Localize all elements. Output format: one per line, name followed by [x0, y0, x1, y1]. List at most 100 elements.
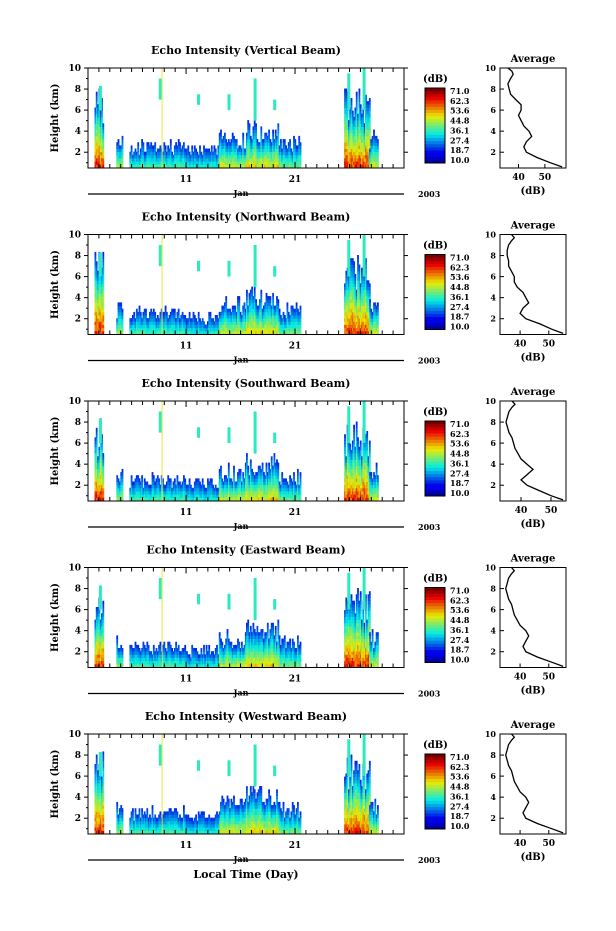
echo-cell — [237, 305, 239, 310]
echo-cell — [118, 305, 121, 310]
echo-cell — [97, 327, 99, 332]
echo-cell — [268, 142, 270, 146]
echo-cell — [133, 315, 136, 319]
echo-cell — [354, 148, 357, 153]
echo-cell — [256, 139, 259, 143]
echo-cell — [204, 148, 207, 153]
echo-cell — [277, 468, 280, 473]
echo-cell — [241, 151, 243, 156]
colorbar-band — [425, 317, 445, 321]
echo-cell — [368, 110, 371, 115]
colorbar-band — [425, 113, 445, 117]
echo-cell — [286, 161, 289, 165]
echo-cell — [273, 154, 276, 159]
colorbar-band — [425, 103, 445, 108]
echo-cell — [133, 321, 136, 325]
echo-cell — [99, 135, 102, 140]
echo-cell — [117, 315, 120, 319]
echo-cell — [226, 154, 229, 159]
echo-cell — [264, 324, 267, 329]
echo-cell — [368, 139, 371, 143]
echo-cell — [102, 123, 105, 127]
echo-cell — [210, 478, 213, 482]
echo-cell — [95, 261, 98, 265]
echo-cell — [195, 158, 197, 162]
echo-cell — [183, 475, 185, 479]
echo-cell — [101, 446, 103, 451]
echo-cell — [220, 161, 222, 165]
echo-cell — [222, 158, 225, 162]
echo-cell — [98, 110, 101, 115]
echo-cell — [218, 158, 221, 162]
echo-cell — [358, 311, 361, 316]
echo-cell — [293, 135, 295, 140]
echo-cell — [156, 330, 159, 335]
echo-cell — [204, 161, 207, 165]
echo-cell — [297, 315, 299, 319]
echo-cell — [353, 324, 355, 329]
echo-cell — [363, 145, 366, 149]
echo-cell — [370, 151, 373, 156]
echo-cell — [299, 151, 302, 156]
echo-cell — [355, 305, 358, 310]
echo-cell — [350, 283, 353, 287]
echo-cell — [354, 302, 357, 306]
echo-cell — [256, 142, 259, 146]
echo-cell — [268, 158, 270, 162]
echo-cell — [95, 440, 98, 445]
echo-cell — [264, 318, 267, 322]
echo-cell — [218, 321, 221, 325]
echo-cell — [354, 283, 357, 287]
colorbar-band — [425, 298, 445, 302]
echo-cell — [361, 327, 363, 332]
echo-cell — [248, 318, 251, 322]
echo-cell — [350, 292, 353, 297]
echo-cell — [121, 142, 124, 146]
echo-cell — [102, 154, 105, 159]
echo-cell — [366, 305, 369, 310]
echo-cell — [351, 292, 354, 297]
echo-cell — [349, 446, 352, 451]
echo-cell — [210, 324, 213, 329]
average-frame — [499, 67, 567, 169]
echo-cell — [247, 161, 250, 165]
echo-cell — [221, 311, 224, 316]
echo-cell — [348, 311, 350, 316]
echo-cell — [246, 158, 248, 162]
echo-cell — [97, 132, 99, 137]
echo-cell — [234, 148, 237, 153]
echo-cell — [237, 327, 239, 332]
echo-cell — [361, 148, 363, 153]
echo-cell — [230, 321, 233, 325]
echo-cell — [353, 315, 355, 319]
echo-cell — [277, 465, 280, 470]
echo-cell — [166, 327, 168, 332]
echo-cell — [344, 299, 346, 303]
echo-cell — [95, 280, 98, 284]
echo-cell — [207, 148, 209, 153]
y-axis-label: Height (km) — [50, 84, 61, 153]
echo-cell — [229, 145, 231, 149]
echo-cell — [277, 330, 280, 335]
echo-cell — [193, 151, 196, 156]
echo-cell — [120, 315, 123, 319]
echo-cell — [281, 318, 284, 322]
echo-cell — [220, 321, 222, 325]
echo-cell — [138, 321, 141, 325]
echo-cell — [251, 327, 253, 332]
echo-cell — [355, 330, 358, 335]
echo-cell — [217, 318, 220, 322]
echo-cell — [201, 330, 204, 335]
echo-cell — [260, 142, 263, 146]
echo-cell — [150, 327, 153, 332]
echo-cell — [297, 478, 299, 482]
echo-cell — [355, 145, 358, 149]
echo-cell — [244, 330, 247, 335]
echo-cell — [246, 139, 248, 143]
echo-cell — [218, 311, 221, 316]
echo-cell — [252, 299, 255, 303]
echo-cell — [277, 151, 280, 156]
echo-cell — [207, 161, 209, 165]
echo-cell — [173, 327, 176, 332]
echo-cell — [243, 311, 246, 316]
